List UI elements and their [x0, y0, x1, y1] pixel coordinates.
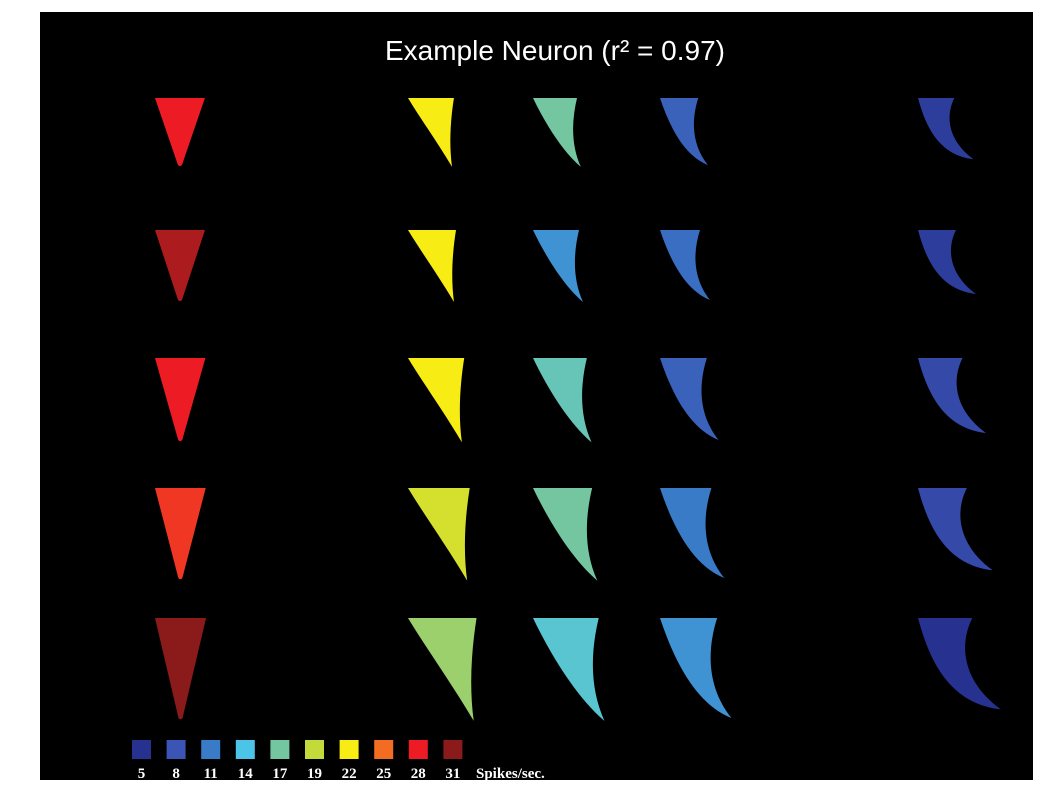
legend-swatch [374, 740, 393, 759]
legend-swatch [270, 740, 289, 759]
title: Example Neuron (r² = 0.97) [385, 35, 725, 66]
legend-swatch [443, 740, 462, 759]
legend-label: 25 [376, 766, 391, 782]
legend-swatch [236, 740, 255, 759]
legend-label: 17 [272, 766, 288, 782]
legend-label: 8 [172, 766, 180, 782]
legend-swatch [167, 740, 186, 759]
legend-label: 28 [411, 766, 426, 782]
legend-label: 19 [307, 766, 322, 782]
legend-swatch [409, 740, 428, 759]
figure: Example Neuron (r² = 0.97) 5 8 11 14 17 19 22 2… [0, 0, 1051, 795]
legend-label: 22 [342, 766, 357, 782]
legend-swatch [201, 740, 220, 759]
legend-swatch [305, 740, 324, 759]
legend-label: 11 [204, 766, 218, 782]
legend-unit: Spikes/sec. [476, 766, 545, 782]
page: {"figure": { "title": "Example Neuron (r… [0, 0, 1051, 795]
legend-swatch [340, 740, 359, 759]
legend-label: 14 [238, 766, 254, 782]
legend-swatch [132, 740, 151, 759]
legend-label: 5 [138, 766, 146, 782]
legend-label: 31 [445, 766, 460, 782]
